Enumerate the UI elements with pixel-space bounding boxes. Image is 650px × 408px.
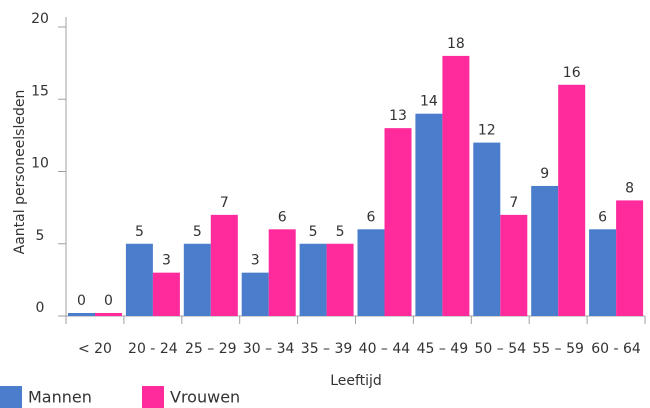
value-label: 14 [420,94,438,110]
value-label: 5 [193,224,202,240]
x-tick-label: 45 – 49 [417,341,469,357]
bar [95,313,122,316]
bar [299,243,327,316]
value-label: 5 [135,224,144,240]
bar [183,243,211,316]
y-tick-label: 15 [31,83,49,99]
value-label: 12 [478,123,496,139]
x-tick-label: 30 – 34 [243,341,295,357]
bar [616,200,644,316]
y-axis-label: Aantal personeelsleden [12,90,28,255]
x-tick-label: 25 – 29 [185,341,237,357]
bar [558,84,586,316]
legend-label: Vrouwen [170,388,240,407]
value-label: 3 [162,253,171,269]
value-label: 6 [367,209,376,225]
bar [68,313,95,316]
bar [241,272,269,316]
bar [384,128,412,316]
value-label: 7 [220,195,229,211]
bar [125,243,153,316]
bar [589,229,617,316]
bar [415,113,443,316]
bar [268,229,296,316]
bar [500,214,528,316]
x-tick-label: 55 – 59 [532,341,584,357]
bar [210,214,238,316]
bar [326,243,354,316]
value-label: 5 [336,224,345,240]
y-tick-label: 0 [36,300,45,316]
bar [357,229,385,316]
x-tick-label: 20 - 24 [128,341,178,357]
value-label: 18 [447,36,465,52]
legend-swatch [142,386,164,408]
value-label: 9 [540,166,549,182]
y-tick-label: 10 [31,156,49,172]
bar [473,142,501,316]
bar [531,185,559,316]
value-label: 7 [509,195,518,211]
legend-swatch [0,386,22,408]
x-tick-label: 40 – 44 [359,341,411,357]
y-tick-label: 5 [36,228,45,244]
x-tick-label: 60 - 64 [591,341,641,357]
legend-label: Mannen [28,388,92,407]
value-label: 8 [625,180,634,196]
value-label: 3 [251,253,260,269]
bar [442,55,470,317]
value-label: 16 [563,65,581,81]
x-axis-label: Leeftijd [330,373,382,389]
value-label: 0 [104,293,113,309]
x-tick-label: < 20 [78,341,112,357]
value-label: 5 [309,224,318,240]
value-label: 0 [77,293,86,309]
x-tick-label: 50 – 54 [474,341,526,357]
bar [152,272,180,316]
value-label: 6 [598,209,607,225]
y-tick-label: 20 [31,11,49,27]
x-tick-label: 35 – 39 [301,341,353,357]
value-label: 6 [278,209,287,225]
value-label: 13 [389,108,407,124]
